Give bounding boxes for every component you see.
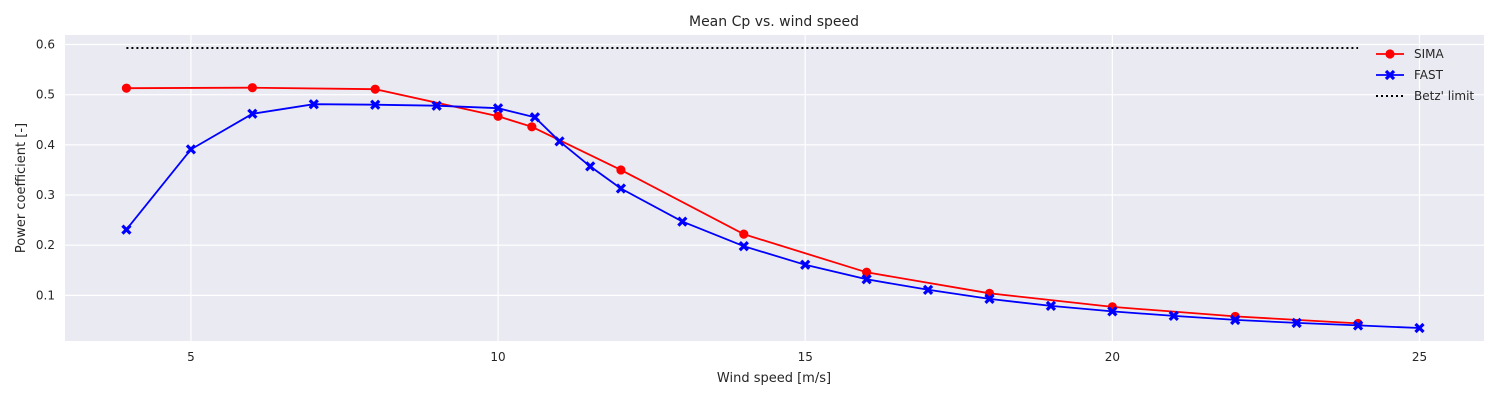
data-point-fast — [554, 136, 565, 147]
y-tick-label: 0.3 — [36, 188, 55, 202]
data-point-fast — [1045, 300, 1057, 312]
legend-label: SIMA — [1414, 47, 1445, 61]
data-point-fast — [585, 161, 596, 172]
y-tick-label: 0.2 — [36, 238, 55, 252]
data-point-fast — [615, 183, 627, 194]
legend-item-sima: SIMA — [1376, 47, 1445, 61]
x-axis-label: Wind speed [m/s] — [717, 371, 831, 386]
data-point-sima — [247, 83, 257, 93]
y-tick-label: 0.5 — [36, 88, 55, 102]
data-point-sima — [493, 111, 503, 121]
y-tick-label: 0.1 — [36, 288, 55, 302]
x-tick-label: 15 — [798, 350, 813, 364]
legend-item-betz-limit: Betz' limit — [1376, 89, 1474, 103]
chart-title: Mean Cp vs. wind speed — [689, 14, 859, 30]
y-tick-label: 0.6 — [36, 38, 55, 52]
data-point-sima — [862, 267, 872, 277]
data-point-fast — [1107, 306, 1118, 317]
data-point-fast — [431, 100, 442, 111]
data-point-sima — [527, 122, 537, 132]
legend: SIMA FAST Betz' limit — [1376, 47, 1474, 103]
data-point-sima — [121, 83, 132, 93]
data-point-fast — [861, 274, 872, 285]
legend-label: FAST — [1414, 68, 1444, 82]
data-point-sima — [616, 165, 626, 175]
data-point-fast — [492, 103, 504, 114]
series-layer — [121, 47, 1425, 334]
data-point-fast — [738, 241, 749, 252]
data-point-fast — [1414, 322, 1425, 334]
x-tick-labels: 5 10 15 20 25 — [187, 350, 1427, 364]
data-point-fast — [677, 216, 688, 227]
data-point-fast — [1230, 314, 1241, 326]
y-axis-label: Power coefficient [-] — [14, 123, 29, 253]
data-point-sima — [370, 84, 380, 94]
legend-label: Betz' limit — [1414, 89, 1474, 103]
x-tick-label: 20 — [1105, 350, 1120, 364]
data-point-fast — [984, 293, 995, 304]
series-line-fast — [125, 103, 1420, 329]
data-point-fast — [922, 284, 934, 295]
y-tick-labels: 0.1 0.2 0.3 0.4 0.5 0.6 — [36, 38, 55, 303]
x-tick-label: 10 — [490, 350, 505, 364]
series-sima — [121, 83, 1363, 329]
grid-lines — [65, 35, 1484, 341]
data-point-fast — [247, 108, 258, 119]
data-point-fast — [800, 259, 811, 270]
x-tick-label: 25 — [1412, 350, 1427, 364]
data-point-fast — [1168, 310, 1179, 322]
data-point-fast — [121, 224, 132, 235]
data-point-fast — [529, 112, 541, 123]
data-point-fast — [1291, 317, 1302, 329]
y-tick-label: 0.4 — [36, 138, 55, 152]
data-point-sima — [739, 229, 749, 239]
data-point-fast — [308, 99, 319, 110]
series-fast — [121, 99, 1425, 334]
data-point-fast — [1352, 320, 1364, 331]
series-line-sima — [126, 86, 1359, 325]
data-point-fast — [185, 144, 197, 155]
legend-item-fast: FAST — [1376, 68, 1444, 82]
legend-marker — [1385, 49, 1395, 59]
plot-area — [65, 35, 1484, 341]
data-point-fast — [370, 99, 381, 110]
x-tick-label: 5 — [187, 350, 195, 364]
legend-marker — [1384, 69, 1396, 81]
